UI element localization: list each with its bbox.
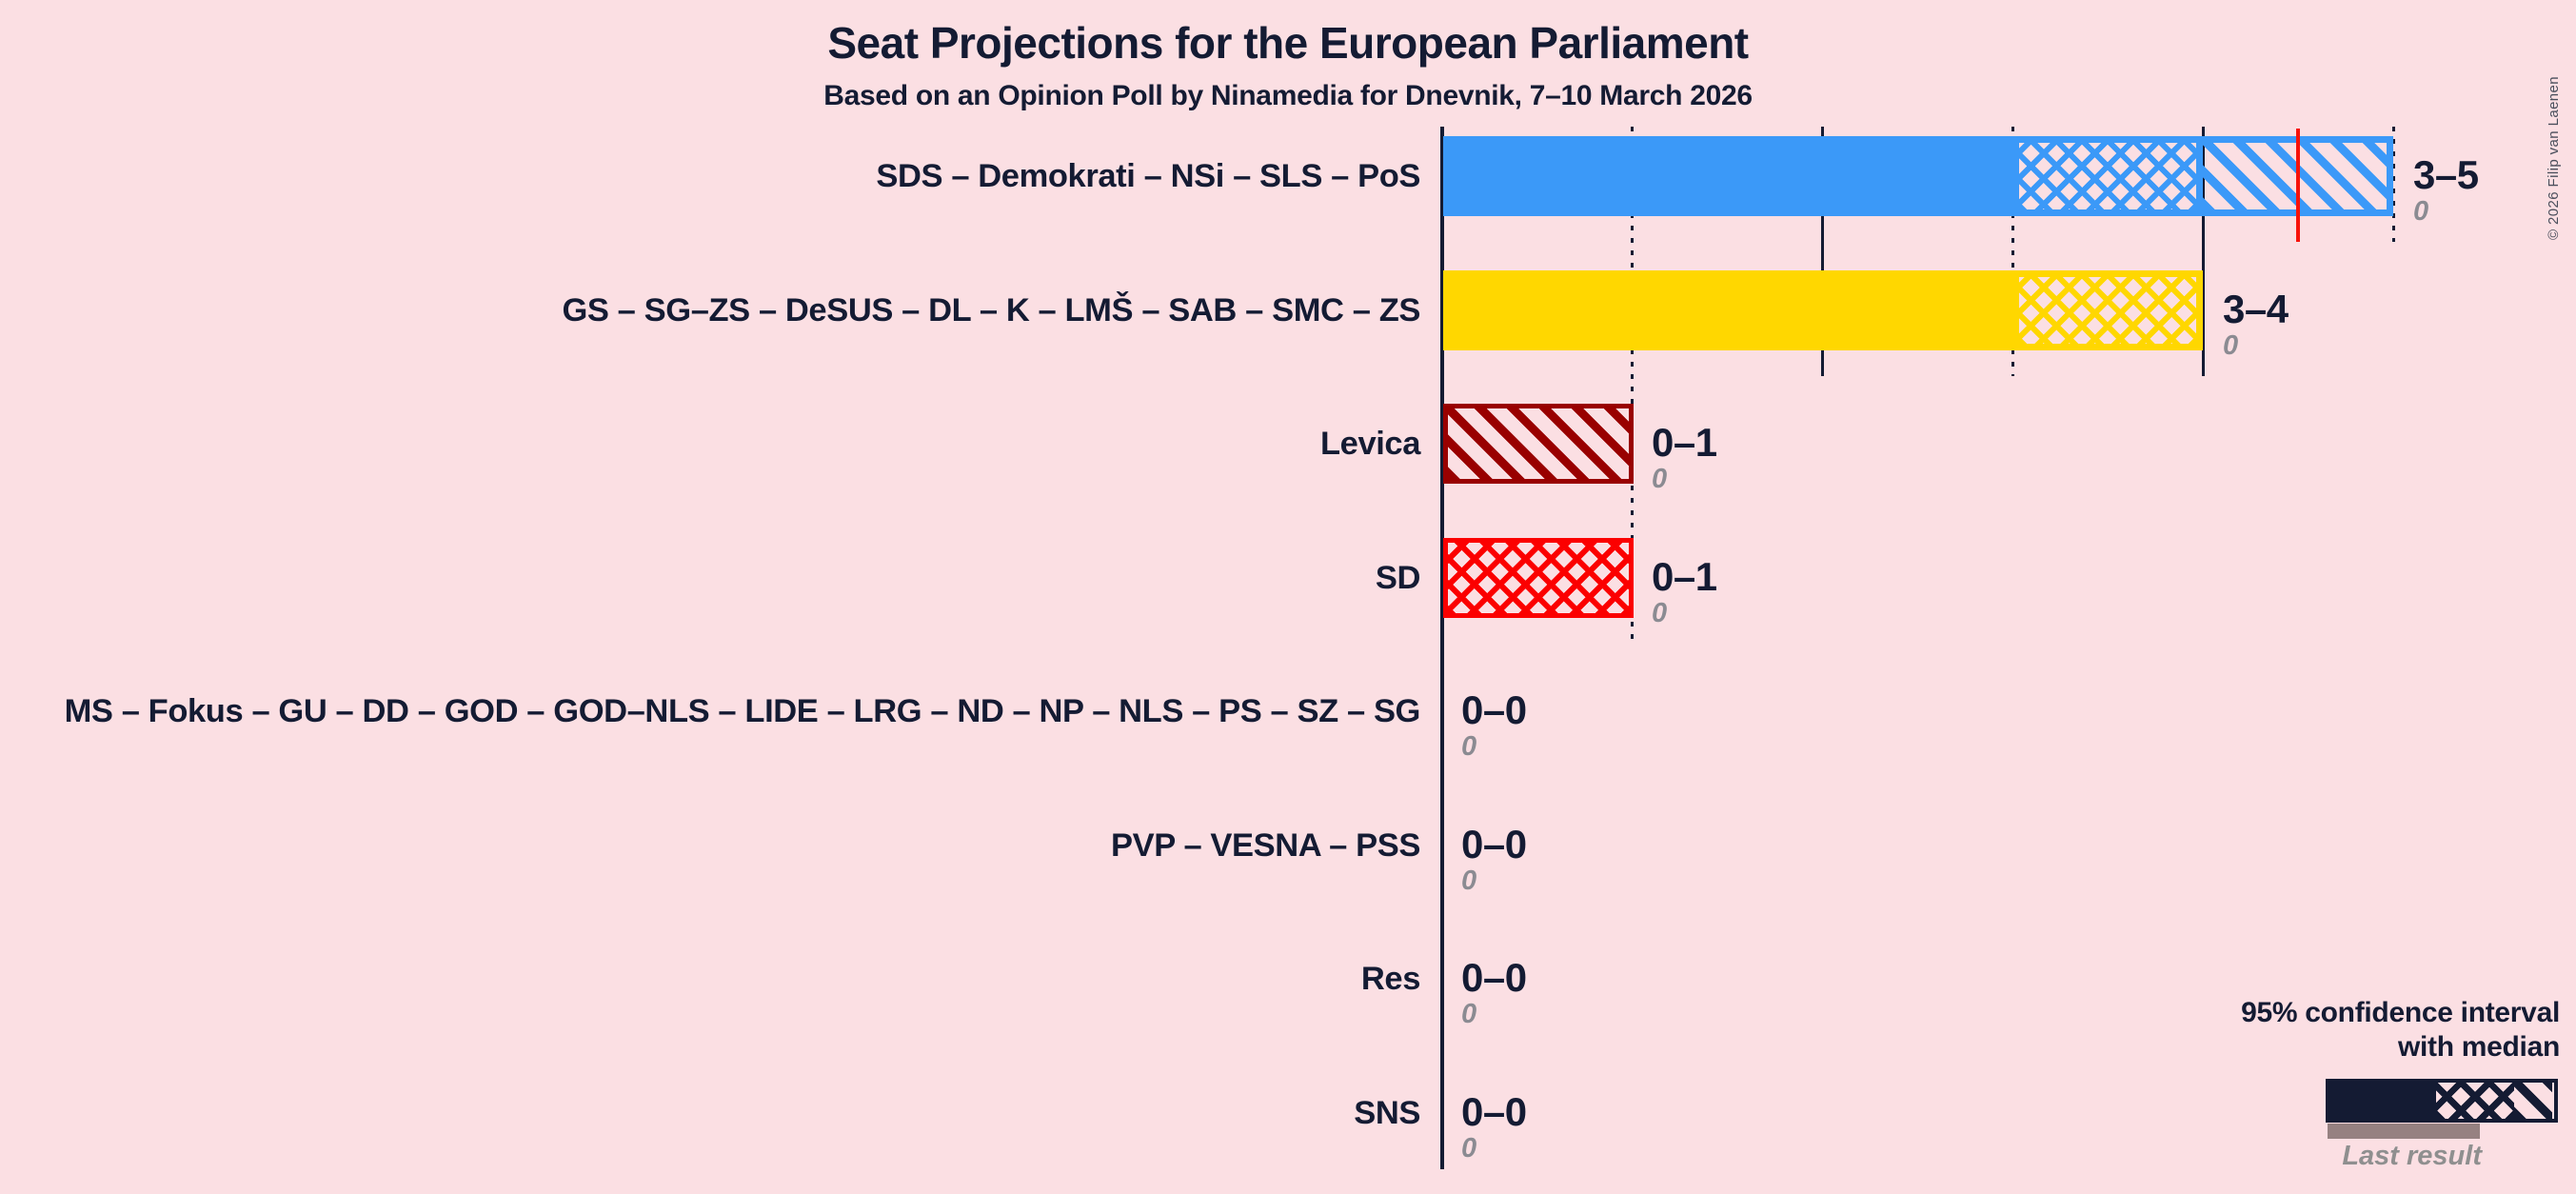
chart-title: Seat Projections for the European Parlia… — [827, 18, 1749, 68]
confidence-range-label: 0–0 — [1461, 955, 1527, 1000]
bar-solid-segment — [1443, 269, 2012, 350]
party-label: SD — [1375, 559, 1421, 596]
legend-diagonal-segment — [2514, 1083, 2552, 1119]
last-result-value: 0 — [1461, 1132, 1477, 1164]
bar-crosshatch-segment — [2012, 269, 2203, 350]
legend-line2: with median — [2397, 1031, 2560, 1063]
bar-diagonal-segment — [1443, 404, 1634, 484]
gridline-3-seats — [2011, 127, 2014, 376]
seat-projection-value: 0–1 0 — [1652, 553, 1717, 628]
seat-projection-value: 0–0 0 — [1461, 958, 1527, 1028]
confidence-range-label: 0–1 — [1652, 553, 1717, 599]
confidence-range-label: 0–0 — [1461, 687, 1527, 732]
party-label: SNS — [1354, 1094, 1420, 1131]
party-label: SDS – Demokrati – NSi – SLS – PoS — [876, 158, 1420, 194]
confidence-bar — [1443, 269, 2203, 350]
party-label: Res — [1360, 961, 1420, 997]
copyright-note: © 2026 Filip van Laenen — [2546, 75, 2562, 240]
seat-projection-value: 0–0 0 — [1461, 1088, 1527, 1164]
confidence-bar — [1443, 404, 1634, 484]
gridline-1-seats — [1630, 127, 1634, 644]
gridline-4-seats — [2201, 127, 2205, 376]
last-result-value: 0 — [1461, 731, 1477, 762]
chart-subtitle: Based on an Opinion Poll by Ninamedia fo… — [823, 80, 1753, 111]
bar-solid-segment — [1443, 136, 2012, 216]
bar-crosshatch-segment — [2012, 136, 2203, 216]
seat-projection-value: 3–5 0 — [2413, 155, 2479, 226]
confidence-range-label: 3–4 — [2223, 286, 2289, 331]
legend-title: 95% confidence interval with median — [1893, 996, 2560, 1065]
last-result-value: 0 — [2223, 329, 2239, 361]
last-result-value: 0 — [1461, 999, 1477, 1029]
confidence-bar — [1443, 537, 1634, 618]
last-result-value: 0 — [1461, 865, 1477, 896]
party-label: GS – SG–ZS – DeSUS – DL – K – LMŠ – SAB … — [562, 291, 1420, 328]
bar-crosshatch-segment — [1443, 537, 1634, 618]
last-result-value: 0 — [1652, 464, 1668, 494]
party-label: PVP – VESNA – PSS — [1111, 826, 1420, 864]
legend-last-result-bar — [2328, 1124, 2480, 1139]
party-label: MS – Fokus – GU – DD – GOD – GOD–NLS – L… — [64, 693, 1421, 729]
seat-projection-value: 0–0 0 — [1461, 690, 1527, 761]
party-label: Levica — [1319, 426, 1420, 462]
confidence-range-label: 0–0 — [1461, 821, 1527, 866]
legend-crosshatch-segment — [2436, 1083, 2514, 1119]
y-axis-line — [1439, 127, 1444, 1169]
seat-projection-value: 0–1 0 — [1652, 423, 1717, 493]
last-result-value: 0 — [2413, 196, 2429, 227]
confidence-range-label: 0–1 — [1652, 420, 1717, 465]
majority-threshold-line — [2296, 129, 2300, 242]
legend-last-result-label: Last result — [2342, 1141, 2482, 1171]
seat-projection-value: 0–0 0 — [1461, 821, 1527, 896]
legend-solid-segment — [2329, 1083, 2436, 1119]
gridline-2-seats — [1820, 127, 1824, 376]
legend-line1: 95% confidence interval — [2241, 997, 2560, 1028]
last-result-value: 0 — [1652, 597, 1668, 628]
seat-projection-value: 3–4 0 — [2223, 289, 2289, 360]
legend-confidence-bar — [2326, 1079, 2558, 1123]
gridline-5-seats — [2391, 127, 2395, 242]
confidence-range-label: 3–5 — [2413, 152, 2479, 197]
confidence-bar — [1443, 136, 2393, 216]
confidence-range-label: 0–0 — [1461, 1088, 1527, 1134]
